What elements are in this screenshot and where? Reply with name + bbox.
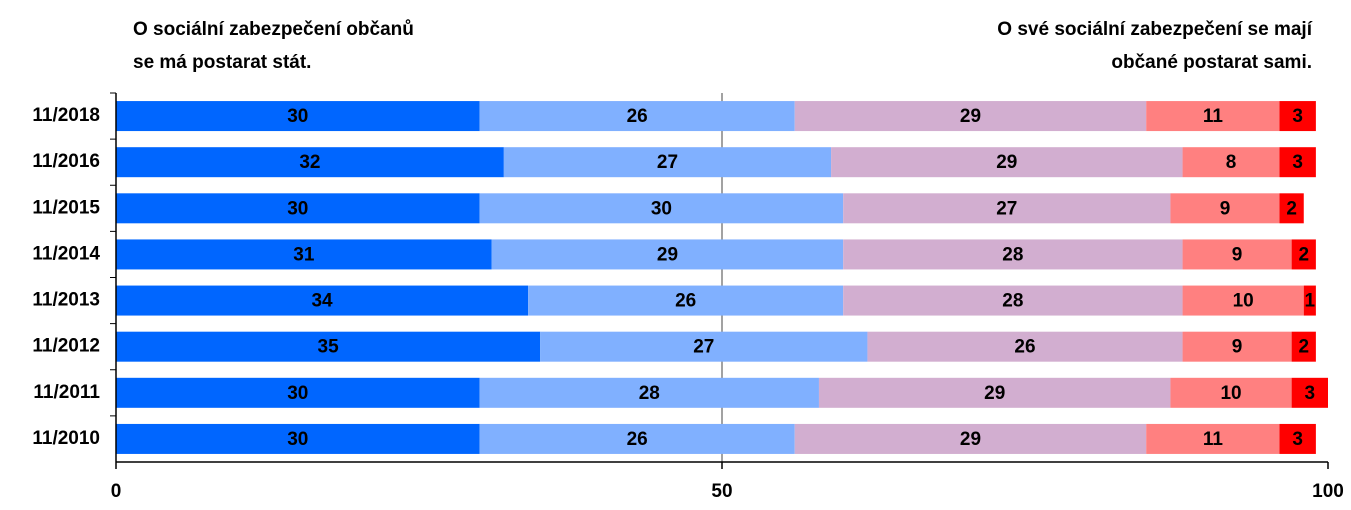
bar-segment <box>867 331 1183 362</box>
bar-segment <box>1170 377 1292 408</box>
y-tick-label: 11/2018 <box>32 105 100 126</box>
x-tick-label: 50 <box>711 481 732 502</box>
bar-segment <box>479 101 795 132</box>
data-label: 3 <box>1292 106 1303 127</box>
data-label: 29 <box>996 152 1017 173</box>
data-label: 29 <box>657 244 678 265</box>
bar-segment <box>1279 147 1316 178</box>
data-label: 30 <box>287 106 308 127</box>
data-label: 26 <box>1014 337 1035 358</box>
bar-segment <box>491 239 844 270</box>
bar-segment <box>1291 239 1316 270</box>
y-tick-label: 11/2011 <box>33 382 100 403</box>
data-label: 26 <box>675 291 696 312</box>
x-tick-label: 100 <box>1312 481 1344 502</box>
bar-segment <box>479 423 795 454</box>
data-label: 27 <box>693 337 714 358</box>
y-tick-label: 11/2015 <box>32 197 100 218</box>
bar-segment <box>843 239 1183 270</box>
data-label: 3 <box>1292 429 1303 450</box>
data-label: 8 <box>1226 152 1237 173</box>
bar-segment <box>116 377 480 408</box>
y-tick-label: 11/2012 <box>32 336 100 357</box>
data-label: 29 <box>960 429 981 450</box>
bar-segment <box>479 193 844 224</box>
bar-segment <box>1146 423 1280 454</box>
bar-segment <box>831 147 1183 178</box>
data-label: 10 <box>1220 383 1241 404</box>
data-label: 28 <box>1002 291 1023 312</box>
data-label: 31 <box>293 244 315 265</box>
data-label: 2 <box>1298 244 1309 265</box>
bar-segment <box>1279 101 1316 132</box>
data-label: 1 <box>1305 291 1316 312</box>
bar-segment <box>1303 285 1316 316</box>
bar-segment <box>1146 101 1280 132</box>
bar-segment <box>503 147 832 178</box>
bar-segment <box>1279 193 1304 224</box>
annotation: se má postarat stát. <box>133 52 311 73</box>
data-label: 26 <box>627 106 648 127</box>
bar-segment <box>1182 147 1280 178</box>
data-label: 3 <box>1305 383 1316 404</box>
data-label: 30 <box>651 198 672 219</box>
data-label: 10 <box>1233 291 1254 312</box>
data-label: 11 <box>1203 429 1224 450</box>
bar-segment <box>1170 193 1280 224</box>
bar-segment <box>794 101 1147 132</box>
bar-segment <box>794 423 1147 454</box>
data-label: 26 <box>627 429 648 450</box>
y-tick-label: 11/2013 <box>32 290 100 311</box>
bar-segment <box>116 239 492 270</box>
data-label: 30 <box>287 198 308 219</box>
bar-segment <box>116 101 480 132</box>
bar-segment <box>843 285 1183 316</box>
data-label: 2 <box>1286 198 1297 219</box>
bar-segment <box>116 193 480 224</box>
bar-segment <box>116 331 541 362</box>
y-tick-label: 11/2010 <box>32 428 100 449</box>
x-tick-label: 0 <box>111 481 122 502</box>
data-label: 11 <box>1203 106 1224 127</box>
data-label: 30 <box>287 383 308 404</box>
bar-segment <box>1279 423 1316 454</box>
y-tick-label: 11/2014 <box>32 243 100 264</box>
data-label: 28 <box>639 383 660 404</box>
data-label: 34 <box>311 291 333 312</box>
data-label: 3 <box>1292 152 1303 173</box>
annotation: O své sociální zabezpečení se mají <box>997 19 1312 40</box>
data-label: 27 <box>657 152 678 173</box>
bar-segment <box>818 377 1171 408</box>
data-label: 9 <box>1220 198 1231 219</box>
data-label: 28 <box>1002 244 1023 265</box>
y-tick-label: 11/2016 <box>32 151 100 172</box>
annotation: občané postarat sami. <box>1111 52 1312 73</box>
bar-segment <box>1291 331 1316 362</box>
bar-segment <box>116 147 504 178</box>
bar-segment <box>540 331 868 362</box>
data-label: 29 <box>960 106 981 127</box>
data-label: 29 <box>984 383 1005 404</box>
bar-segment <box>479 377 819 408</box>
data-label: 2 <box>1298 337 1309 358</box>
data-label: 30 <box>287 429 308 450</box>
bar-segment <box>843 193 1171 224</box>
bar-segment <box>1182 331 1292 362</box>
data-label: 32 <box>299 152 320 173</box>
bar-segment <box>528 285 844 316</box>
data-label: 27 <box>996 198 1017 219</box>
data-label: 35 <box>318 337 340 358</box>
bar-segment <box>1182 285 1304 316</box>
bar-segment <box>116 423 480 454</box>
bar-segment <box>1291 377 1328 408</box>
data-label: 9 <box>1232 337 1243 358</box>
bar-segment <box>116 285 529 316</box>
bar-segment <box>1182 239 1292 270</box>
annotation: O sociální zabezpečení občanů <box>133 19 414 40</box>
data-label: 9 <box>1232 244 1243 265</box>
